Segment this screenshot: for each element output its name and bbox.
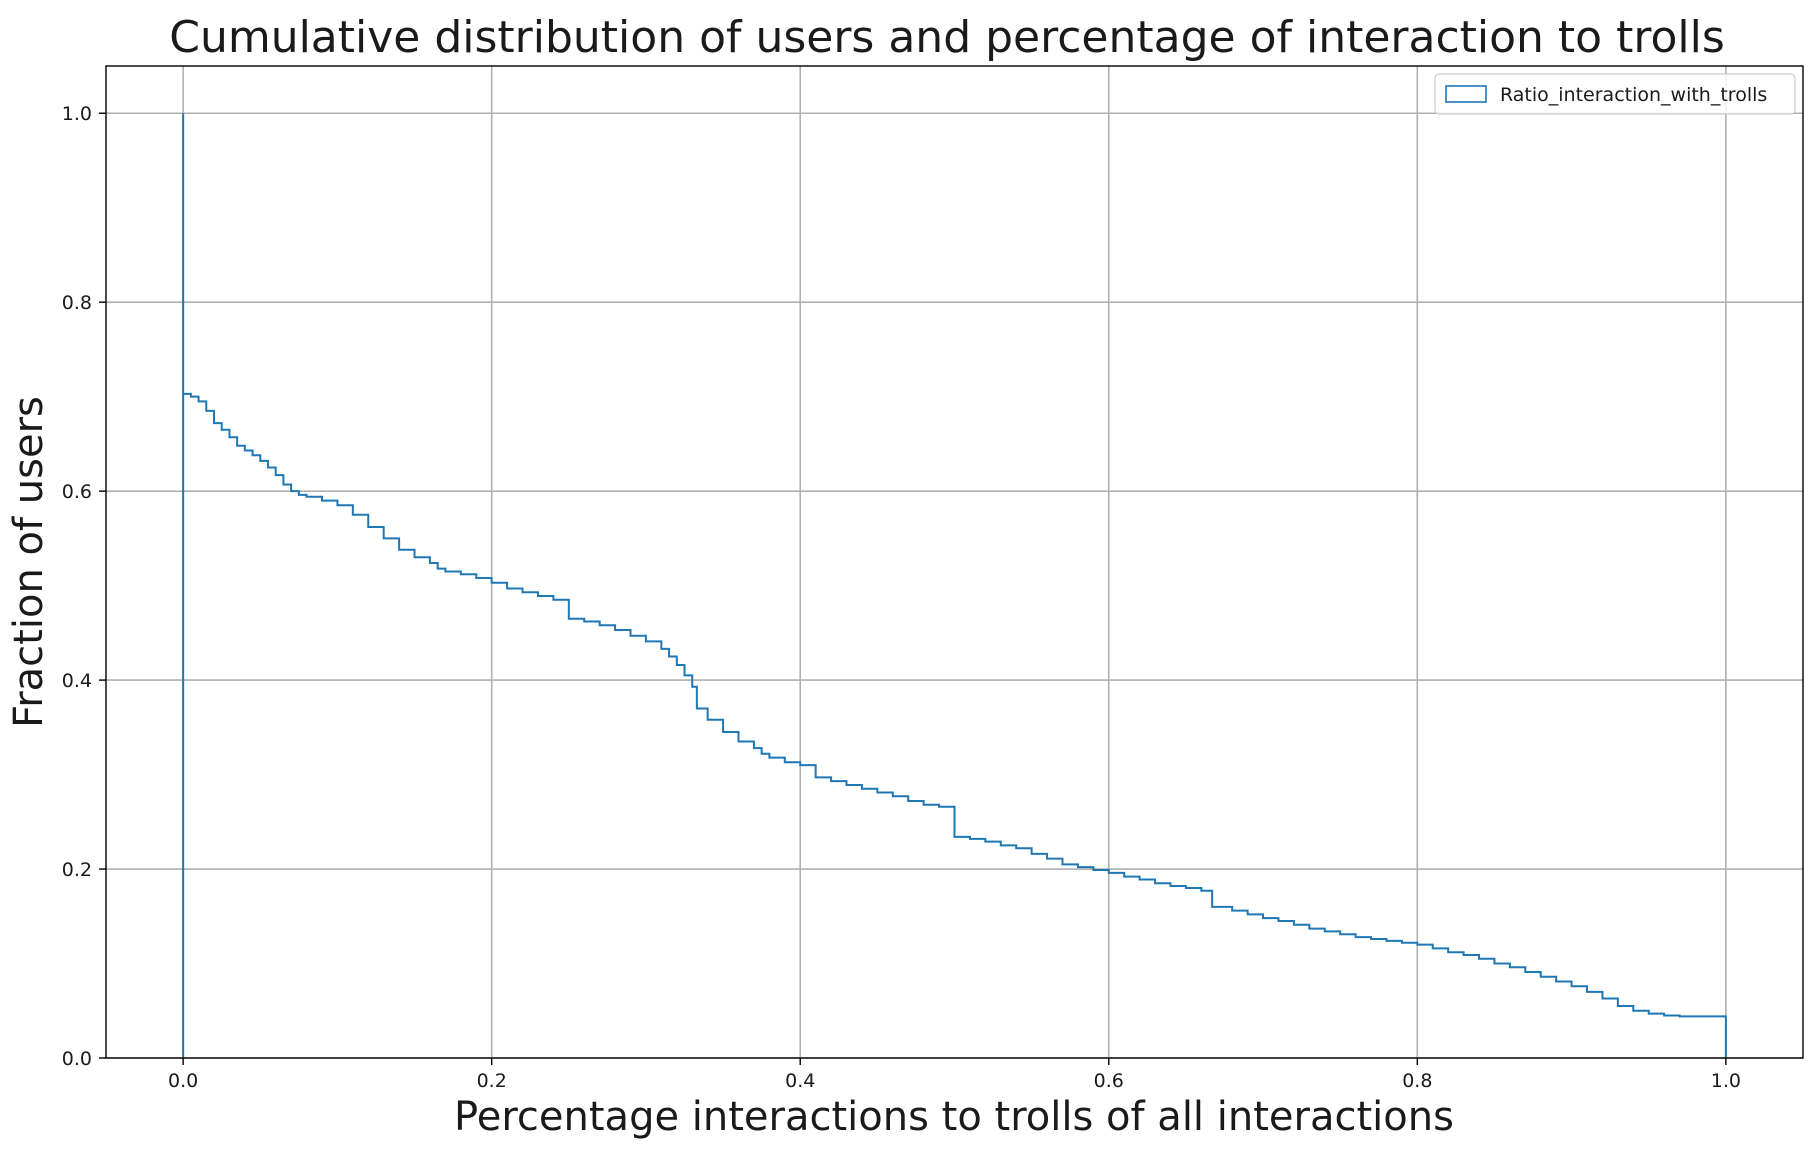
x-axis-label: Percentage interactions to trolls of all… <box>454 1094 1454 1140</box>
x-tick-label: 0.2 <box>477 1070 507 1092</box>
y-tick-label: 0.0 <box>62 1048 92 1070</box>
plot-series <box>182 113 1727 1058</box>
y-tick-label: 0.8 <box>62 292 92 314</box>
series-line-ratio-interaction-with-trolls <box>182 113 1727 1058</box>
y-axis-label: Fraction of users <box>6 396 52 728</box>
y-tick-label: 0.2 <box>62 859 92 881</box>
legend-swatch <box>1445 85 1487 103</box>
x-tick-label: 0.4 <box>785 1070 815 1092</box>
x-tick-label: 0.0 <box>168 1070 198 1092</box>
y-tick-label: 1.0 <box>62 103 92 125</box>
axis-ticks: 0.0 0.2 0.4 0.6 0.8 1.0 0.0 0.2 0.4 0.6 0.8 1.0 <box>62 103 1741 1092</box>
chart-title: Cumulative distribution of users and per… <box>169 12 1725 63</box>
legend-label: Ratio_interaction_with_trolls <box>1500 84 1767 106</box>
x-tick-label: 0.8 <box>1402 1070 1432 1092</box>
axes-frame <box>105 65 1804 1059</box>
y-tick-label: 0.6 <box>62 481 92 503</box>
legend-frame <box>1434 73 1796 115</box>
x-tick-label: 0.6 <box>1094 1070 1124 1092</box>
y-tick-label: 0.4 <box>62 670 92 692</box>
legend: Ratio_interaction_with_trolls <box>1434 73 1796 115</box>
x-tick-label: 1.0 <box>1711 1070 1741 1092</box>
